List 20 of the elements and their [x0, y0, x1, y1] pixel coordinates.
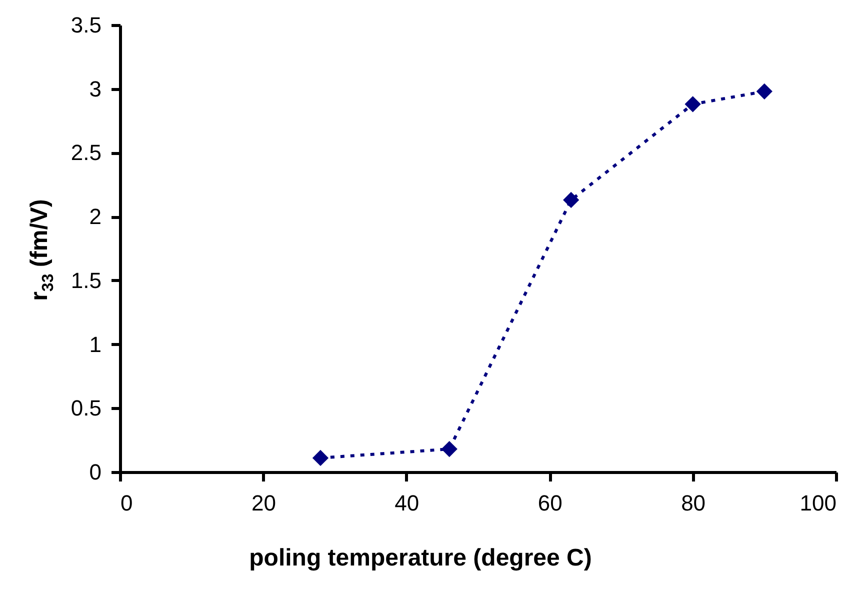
y-tick-label: 3.5	[70, 12, 102, 38]
x-tick-label: 0	[120, 490, 133, 516]
point	[563, 192, 580, 208]
y-tick-label: 2.5	[70, 140, 102, 166]
x-tick-label: 60	[538, 490, 562, 516]
x-tick-label: 100	[800, 490, 836, 516]
y-tick-label: 1.5	[70, 268, 102, 293]
point	[684, 96, 701, 112]
x-axis-title: poling temperature (degree C)	[249, 544, 592, 572]
x-tick-label: 80	[681, 490, 706, 516]
x-tick-label: 40	[394, 490, 420, 516]
y-tick-label: 1	[89, 332, 102, 357]
point	[756, 83, 772, 100]
y-tick-label: 2	[89, 204, 102, 230]
y-tick-label: 0.5	[70, 396, 102, 421]
y-tick-label: 3	[89, 76, 102, 102]
point	[312, 450, 329, 466]
x-tick-label: 20	[251, 490, 276, 516]
point	[441, 440, 458, 458]
y-tick-label: 0	[89, 460, 102, 484]
